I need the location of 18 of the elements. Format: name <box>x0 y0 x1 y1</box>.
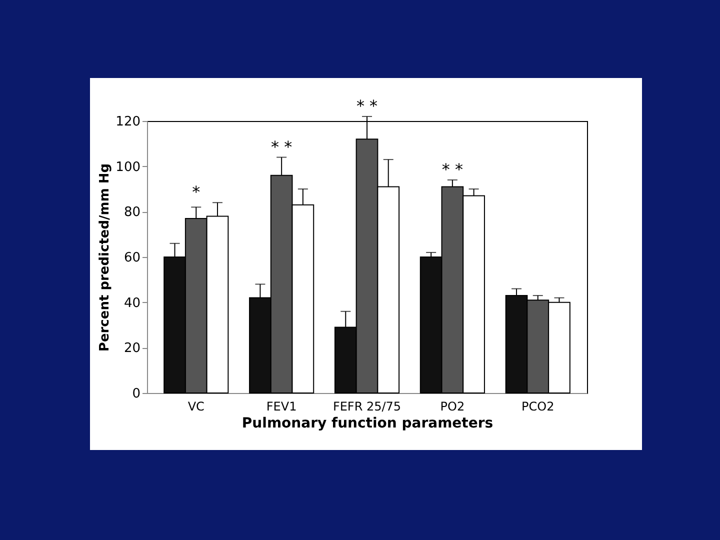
x-tick-label: FEFR 25/75 <box>332 400 402 414</box>
x-tick-label: VC <box>188 400 204 414</box>
x-tick-label: PCO2 <box>522 400 554 414</box>
y-axis-title: Percent predicted/mm Hg <box>98 163 113 352</box>
y-tick-label: 40 <box>124 296 140 311</box>
y-tick-label: 0 <box>132 386 140 402</box>
annotation: * * <box>271 137 292 156</box>
annotation: * <box>192 182 200 202</box>
y-tick-label: 120 <box>116 114 140 130</box>
x-tick-label: PO2 <box>440 400 465 414</box>
y-tick-label: 60 <box>124 250 140 266</box>
y-tick-label: 20 <box>124 341 140 356</box>
y-tick-label: 80 <box>124 205 140 220</box>
x-tick-label: FEV1 <box>266 400 297 414</box>
annotation: * * <box>442 160 463 179</box>
annotation: * * <box>356 96 378 116</box>
y-tick-label: 100 <box>116 160 140 175</box>
x-axis-title: Pulmonary function parameters <box>242 416 494 432</box>
